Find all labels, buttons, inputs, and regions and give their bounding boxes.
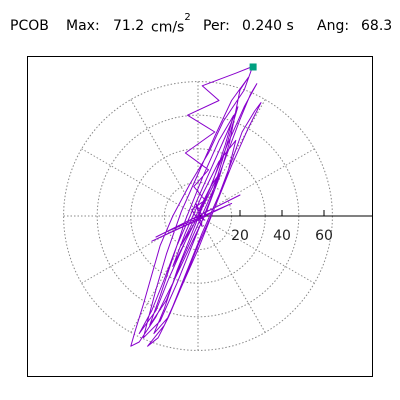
peak-marks — [249, 63, 257, 71]
grid-spoke-210 — [81, 215, 199, 284]
trace-series-0 — [130, 66, 262, 347]
grid-spoke-150 — [81, 148, 199, 217]
chart-header: PCOB Max: 71.2 cm/s2 Per: 0.240 s Ang: 6… — [10, 12, 395, 38]
period-label: Per: — [203, 18, 230, 34]
x-tick-label-40: 40 — [273, 228, 291, 244]
axes: 20 40 60 — [198, 210, 372, 244]
max-unit: cm/s2 — [151, 12, 191, 36]
peak-marker — [249, 63, 257, 71]
grid-spoke-330 — [197, 215, 315, 284]
angle-value: 68.3 — [361, 18, 393, 34]
period-value: 0.240 s — [242, 18, 294, 34]
x-tick-label-20: 20 — [231, 228, 249, 244]
max-label: Max: — [66, 18, 100, 34]
grid-spoke-120 — [130, 99, 199, 217]
station-code: PCOB — [10, 18, 49, 34]
plot-frame — [27, 56, 373, 377]
max-unit-base: cm/s — [151, 19, 185, 36]
max-unit-exponent: 2 — [184, 12, 191, 23]
max-value: 71.2 — [113, 18, 145, 34]
motion-trace — [130, 66, 262, 347]
grid-spoke-30 — [197, 148, 315, 217]
angle-label: Ang: — [317, 18, 350, 34]
x-tick-label-60: 60 — [315, 228, 333, 244]
grid-spoke-300 — [197, 215, 266, 333]
